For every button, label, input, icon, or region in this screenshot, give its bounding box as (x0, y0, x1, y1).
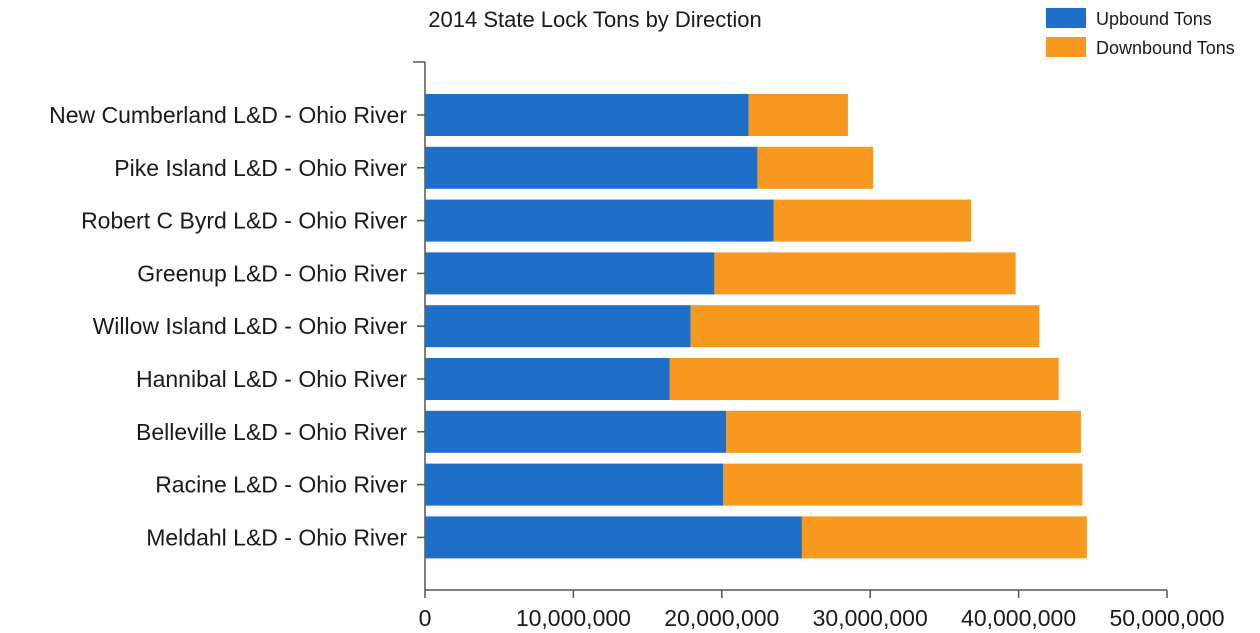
bar-downbound (714, 252, 1016, 295)
bar-upbound (425, 94, 749, 136)
x-tick-label: 0 (419, 605, 432, 631)
bar-upbound (425, 146, 758, 189)
bar-upbound (425, 252, 715, 295)
category-label: Pike Island L&D - Ohio River (114, 155, 407, 181)
x-tick-label: 40,000,000 (961, 605, 1076, 631)
bars (425, 94, 1087, 559)
bar-downbound (773, 199, 972, 242)
category-label: Racine L&D - Ohio River (155, 472, 407, 498)
bar-upbound (425, 516, 802, 559)
x-tick-label: 20,000,000 (664, 605, 779, 631)
x-axis: 0 10,000,000 20,000,000 30,000,000 40,000,00… (419, 589, 1225, 631)
bar-downbound (726, 410, 1081, 453)
chart-title: 2014 State Lock Tons by Direction (428, 7, 761, 32)
bar-upbound (425, 305, 691, 348)
category-labels: New Cumberland L&D - Ohio River Pike Isla… (49, 102, 407, 550)
bar-downbound (669, 358, 1059, 400)
legend: Upbound Tons Downbound Tons (1046, 8, 1235, 58)
y-axis (413, 61, 426, 590)
bar-upbound (425, 199, 774, 242)
category-label: Meldahl L&D - Ohio River (146, 524, 407, 550)
category-label: Belleville L&D - Ohio River (136, 419, 407, 445)
bar-downbound (748, 94, 848, 136)
category-label: Willow Island L&D - Ohio River (93, 313, 408, 339)
x-tick-label: 50,000,000 (1109, 605, 1224, 631)
bar-downbound (723, 463, 1083, 506)
legend-swatch (1046, 8, 1086, 28)
bar-downbound (757, 146, 874, 189)
bar-downbound (690, 305, 1040, 348)
x-tick-label: 30,000,000 (813, 605, 928, 631)
category-label: New Cumberland L&D - Ohio River (49, 102, 407, 128)
category-label: Greenup L&D - Ohio River (137, 260, 407, 286)
legend-swatch (1046, 37, 1086, 57)
category-label: Robert C Byrd L&D - Ohio River (81, 208, 407, 234)
bar-downbound (801, 516, 1087, 559)
legend-label: Downbound Tons (1096, 38, 1235, 58)
legend-label: Upbound Tons (1096, 9, 1212, 29)
category-label: Hannibal L&D - Ohio River (136, 366, 407, 392)
x-tick-label: 10,000,000 (516, 605, 631, 631)
bar-upbound (425, 410, 727, 453)
bar-upbound (425, 463, 724, 506)
bar-upbound (425, 358, 670, 400)
